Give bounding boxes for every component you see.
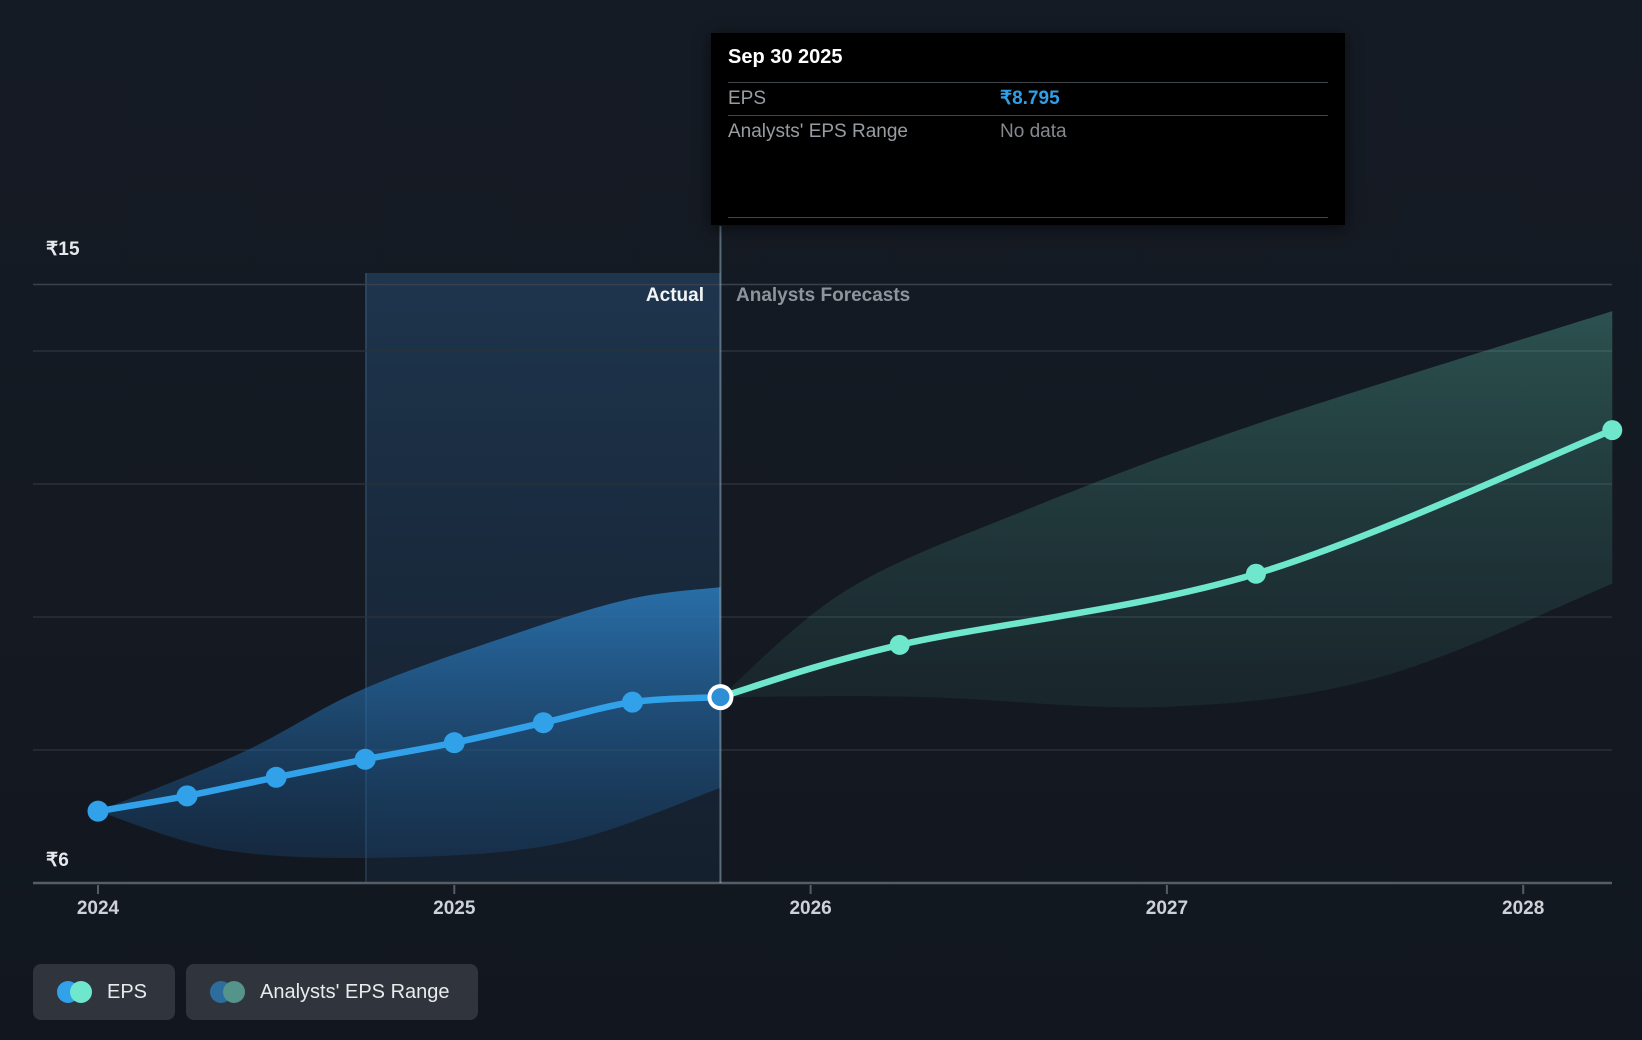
forecast-data-point [1245, 563, 1266, 584]
tooltip-separator [728, 115, 1328, 116]
chart-tooltip: Sep 30 2025 EPS ₹8.795 Analysts' EPS Ran… [711, 33, 1345, 225]
chart-legend: EPS Analysts' EPS Range [33, 964, 478, 1020]
forecast-data-point [889, 634, 910, 655]
tooltip-separator [728, 82, 1328, 83]
tooltip-range-value: No data [1000, 120, 1067, 142]
eps-legend-dots-icon [57, 981, 92, 1003]
EPS--analysts-forecast-line [717, 426, 1616, 701]
x-tick-label: 2027 [1145, 898, 1189, 919]
eps-data-point [621, 691, 643, 713]
selected-data-point [707, 684, 734, 711]
legend-item-analysts-eps-range[interactable]: Analysts' EPS Range [186, 964, 478, 1020]
forecast-data-point [1602, 420, 1623, 441]
eps-data-point [532, 712, 554, 734]
range-legend-dots-icon [210, 981, 246, 1003]
legend-eps-label: EPS [107, 980, 148, 1003]
eps-data-point [354, 748, 376, 770]
forecast-range-band [720, 311, 1613, 708]
tooltip-eps-label: EPS [728, 87, 767, 109]
eps-data-point [87, 800, 109, 822]
eps-data-point [265, 766, 287, 788]
forecast-phase-label: Analysts Forecasts [736, 285, 911, 306]
y-axis-min-label: ₹6 [46, 850, 70, 871]
x-tick-label: 2026 [789, 898, 832, 919]
tooltip-eps-value: ₹8.795 [1000, 88, 1060, 109]
x-tick-label: 2024 [76, 898, 120, 919]
x-tick-label: 2028 [1502, 898, 1545, 919]
eps-data-point [176, 785, 198, 807]
x-tick-label: 2025 [433, 898, 476, 919]
tooltip-separator [728, 217, 1328, 218]
actual-phase-label: Actual [645, 285, 704, 306]
actual-range-band [98, 587, 721, 859]
legend-item-eps[interactable]: EPS [33, 964, 176, 1020]
legend-range-label: Analysts' EPS Range [260, 980, 450, 1003]
y-axis-max-label: ₹15 [46, 239, 80, 260]
tooltip-range-label: Analysts' EPS Range [728, 120, 908, 142]
tooltip-row-eps: EPS ₹8.795 [728, 82, 1328, 115]
eps-data-point [443, 732, 465, 754]
tooltip-date: Sep 30 2025 [728, 46, 843, 68]
tooltip-row-range: Analysts' EPS Range No data [728, 115, 1328, 148]
